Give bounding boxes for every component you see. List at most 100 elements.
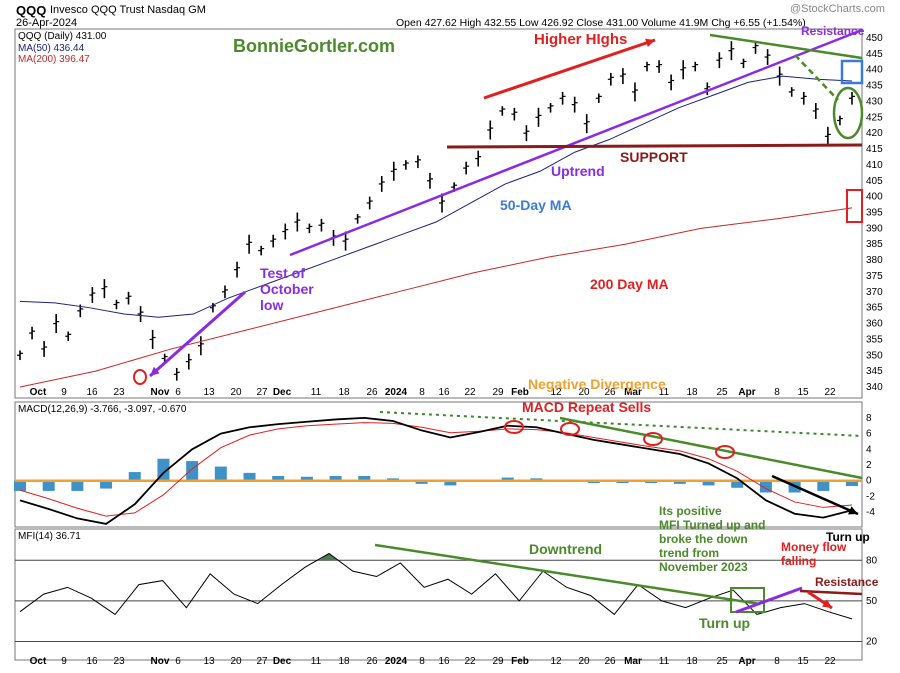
x-tick-label: Dec [273,387,292,398]
x-tick-label: 25 [716,387,728,398]
x-tick-label: Feb [511,656,529,667]
support-line [446,143,863,149]
y-tick-label: 410 [866,160,883,171]
y-tick-label: 400 [866,192,883,203]
x-tick-label: 8 [419,656,425,667]
test-october-low-arrow-head [150,366,160,376]
x-tick-label: Apr [738,387,755,398]
macd-histogram-bar [702,480,715,486]
x-tick-label: Oct [30,656,47,667]
x-tick-label: Feb [511,387,529,398]
y-tick-label: 380 [866,255,883,266]
macd-histogram-bar [329,476,342,481]
uptrend-line [289,28,863,257]
x-tick-label: 29 [492,387,504,398]
annot-downtrend: Downtrend [529,541,603,557]
annot-ma50: 50-Day MA [500,197,572,213]
mfi-uptrend-line [735,586,803,614]
mfi-resistance-line [799,589,863,596]
x-tick-label: 27 [256,656,268,667]
x-tick-label: Nov [151,387,170,398]
annot-positive-5: November 2023 [659,560,748,574]
annot-site: BonnieGortler.com [233,36,396,56]
x-tick-label: 20 [230,656,242,667]
x-tick-label: 6 [175,656,181,667]
y-tick-label: 425 [866,112,883,123]
x-tick-label: 16 [86,656,98,667]
x-tick-label: 2024 [385,387,408,398]
x-tick-label: 18 [686,387,698,398]
macd-signal-line [19,422,853,517]
x-tick-label: 26 [366,656,378,667]
macd-histogram-bar [128,472,141,481]
macd-histogram-bar [300,476,313,481]
x-tick-label: 8 [419,387,425,398]
x-tick-label: 23 [113,387,125,398]
legend-price: QQQ (Daily) 431.00 [18,31,107,42]
annot-neg-div: Negative Divergence [528,376,666,392]
x-tick-label: 18 [338,656,350,667]
x-tick-label: 16 [438,656,450,667]
annot-turn-up-macd: Turn up [826,530,870,544]
dashed-trend-line [794,54,839,101]
higher-highs-arrow [483,38,656,100]
x-tick-label: 11 [311,656,322,667]
x-tick-label: 22 [464,656,476,667]
y-tick-label: 445 [866,49,883,60]
x-tick-label: 16 [86,387,98,398]
ma200-line [19,207,853,388]
legend-ma200: MA(200) 396.47 [18,54,90,65]
mfi-overbought-fill [319,553,340,561]
ma50-box [840,59,864,85]
x-tick-label: 27 [256,387,268,398]
macd-histogram-bar [214,466,227,481]
x-tick-label: Apr [738,656,755,667]
y-tick-label: 440 [866,65,883,76]
x-tick-label: 15 [797,387,809,398]
macd-line [19,416,853,525]
y-tick-label: 420 [866,128,883,139]
x-tick-label: 6 [175,387,181,398]
ohlc-readout: Open 427.62 High 432.55 Low 426.92 Close… [396,17,806,29]
x-tick-label: 23 [113,656,125,667]
y-tick-label: 390 [866,223,883,234]
x-tick-label: Oct [30,387,47,398]
macd-turn-arrow-head [848,506,858,515]
y-tick-label: 360 [866,319,883,330]
x-tick-label: 22 [464,387,476,398]
macd-histogram-bar [817,480,830,491]
macd-legend: MACD(12,26,9) -3.766, -3.097, -0.670 [18,404,187,415]
annot-positive-4: trend from [659,546,719,560]
macd-histogram-bar [42,480,55,491]
mfi-legend: MFI(14) 36.71 [18,531,81,542]
x-tick-label: 26 [604,656,616,667]
x-tick-label: 8 [774,656,780,667]
annot-test-3: low [260,297,284,313]
x-tick-label: 22 [824,387,836,398]
macd-histogram-bar [272,476,285,481]
y-tick-label: 405 [866,176,883,187]
macd-histogram-bar [415,480,428,484]
resistance-line [709,33,863,60]
annot-positive-3: broke the down [659,532,748,546]
macd-y-tick-label: 0 [866,476,872,487]
macd-sell-circle [715,445,735,459]
macd-histogram-bar [71,480,84,491]
macd-histogram-bar [186,461,199,481]
symbol: QQQ [16,3,47,18]
ma50-line [19,75,853,318]
annot-test-1: Test of [260,265,305,281]
x-tick-label: 18 [686,656,698,667]
annot-test-2: October [260,281,314,297]
macd-histogram-bar [444,480,457,486]
macd-histogram-bar [14,480,26,491]
macd-sell-circle [643,432,663,446]
annot-higher-highs: Higher HIghs [534,31,628,48]
y-tick-label: 370 [866,287,883,298]
annot-macd-sells: MACD Repeat Sells [522,399,652,415]
y-tick-label: 385 [866,239,883,250]
macd-histogram-bar [846,480,858,486]
macd-histogram-bar [759,480,772,493]
macd-histogram-bar [243,472,256,481]
x-tick-label: 29 [492,656,504,667]
